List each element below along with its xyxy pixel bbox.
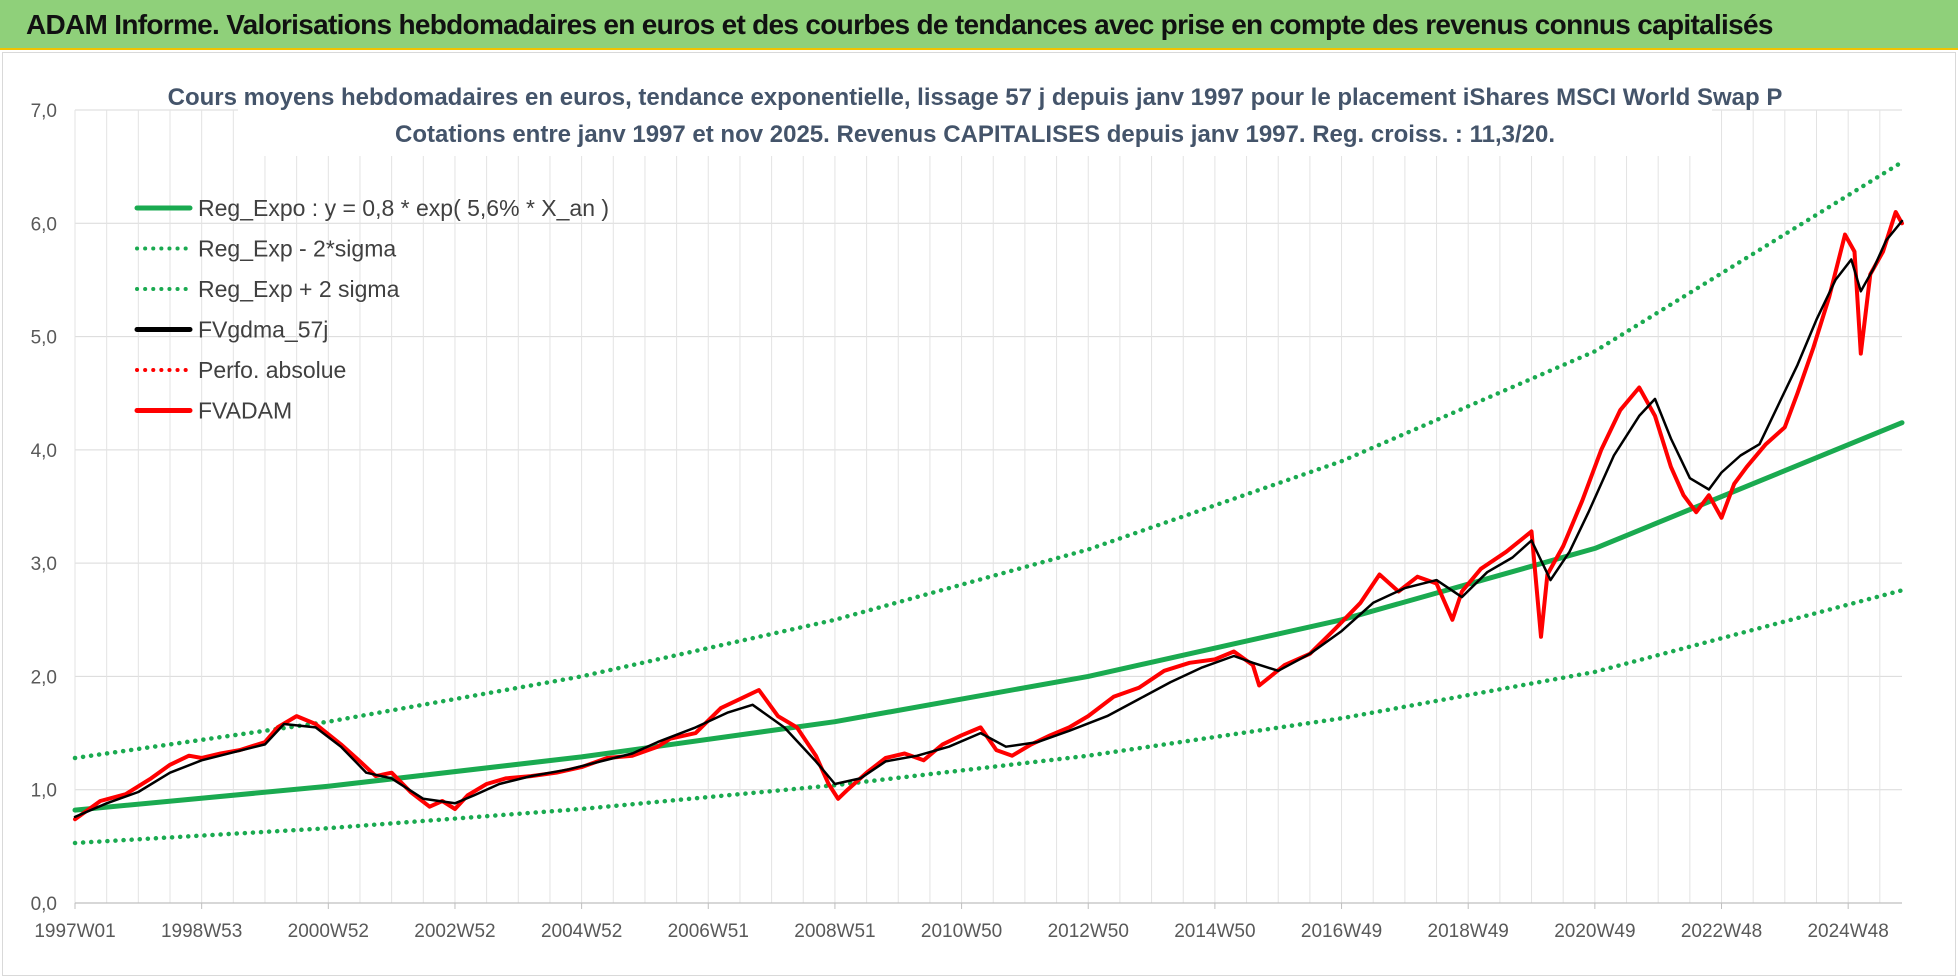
x-tick-label: 2020W49 bbox=[1554, 921, 1635, 942]
x-tick-label: 2024W48 bbox=[1807, 921, 1888, 942]
legend-label: Reg_Expo : y = 0,8 * exp( 5,6% * X_an ) bbox=[198, 195, 609, 221]
series-line-2 bbox=[72, 159, 1905, 761]
legend-label: Reg_Exp + 2 sigma bbox=[198, 276, 400, 302]
chart-frame bbox=[2, 52, 1956, 976]
x-tick-label: 1998W53 bbox=[161, 921, 242, 942]
x-tick-label: 2008W51 bbox=[794, 921, 875, 942]
x-tick-label: 2016W49 bbox=[1301, 921, 1382, 942]
legend: Reg_Expo : y = 0,8 * exp( 5,6% * X_an ) R… bbox=[134, 195, 609, 424]
header-banner: ADAM Informe. Valorisations hebdomadaire… bbox=[0, 0, 1958, 50]
x-tick-label: 2022W48 bbox=[1681, 921, 1762, 942]
x-tick-label: 2004W52 bbox=[541, 921, 622, 942]
y-tick-label: 3,0 bbox=[31, 554, 57, 575]
y-tick-label: 2,0 bbox=[31, 667, 57, 688]
series-line-5 bbox=[73, 210, 1904, 822]
x-tick-label: 2018W49 bbox=[1428, 921, 1509, 942]
y-tick-label: 7,0 bbox=[31, 101, 57, 122]
axes: 0,0 1,0 2,0 3,0 4,0 5,0 6,0 7,0 1997W01 1998W53 20… bbox=[31, 101, 1902, 942]
chart-title: Cours moyens hebdomadaires en euros, ten… bbox=[168, 84, 1783, 111]
y-tick-label: 6,0 bbox=[31, 214, 57, 235]
y-tick-label: 0,0 bbox=[31, 894, 57, 915]
y-tick-label: 5,0 bbox=[31, 328, 57, 349]
x-tick-label: 2000W52 bbox=[288, 921, 369, 942]
series-layer bbox=[72, 159, 1905, 846]
title-background bbox=[238, 78, 1712, 156]
y-tick-label: 1,0 bbox=[31, 781, 57, 802]
page-title: ADAM Informe. Valorisations hebdomadaire… bbox=[26, 9, 1773, 40]
legend-label: FVADAM bbox=[198, 398, 292, 424]
series-line-3 bbox=[73, 219, 1904, 819]
series-line-1 bbox=[72, 588, 1905, 846]
legend-label: Reg_Exp - 2*sigma bbox=[198, 236, 396, 262]
x-tick-label: 2010W50 bbox=[921, 921, 1002, 942]
x-tick-label: 1997W01 bbox=[34, 921, 115, 942]
x-tick-label: 2002W52 bbox=[414, 921, 495, 942]
x-tick-label: 2006W51 bbox=[668, 921, 749, 942]
gridlines bbox=[74, 109, 1902, 904]
y-tick-label: 4,0 bbox=[31, 441, 57, 462]
legend-label: Perfo. absolue bbox=[198, 357, 346, 383]
x-tick-label: 2012W50 bbox=[1048, 921, 1129, 942]
series-line-0 bbox=[72, 420, 1905, 813]
x-tick-label: 2014W50 bbox=[1174, 921, 1255, 942]
legend-label: FVgdma_57j bbox=[198, 317, 328, 343]
chart-subtitle: Cotations entre janv 1997 et nov 2025. R… bbox=[395, 121, 1555, 148]
